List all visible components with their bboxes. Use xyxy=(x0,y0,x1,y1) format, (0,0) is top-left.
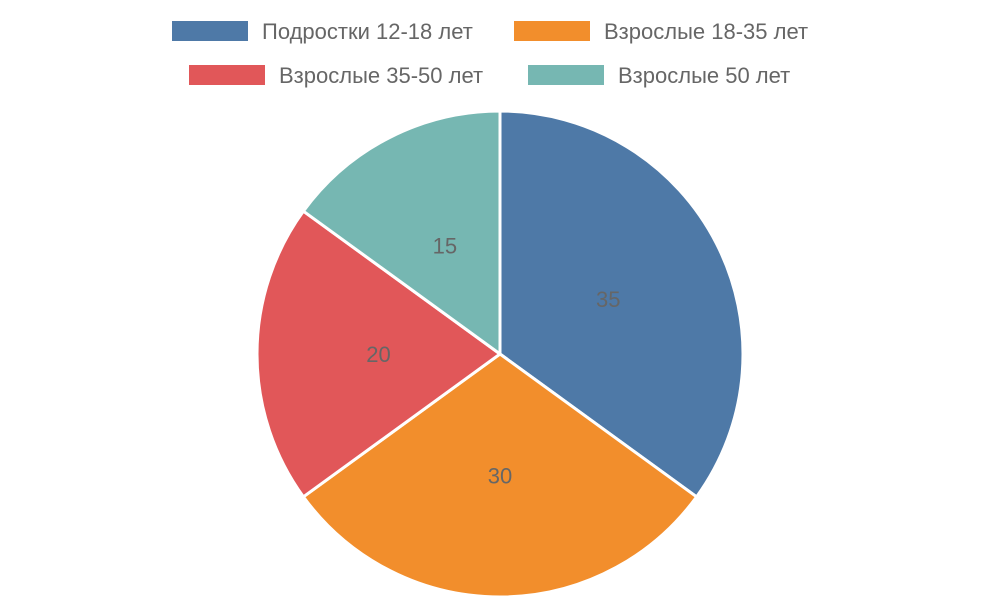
legend-swatch-4 xyxy=(528,65,604,85)
slice-value-label-1: 35 xyxy=(596,287,620,312)
pie-slices xyxy=(255,109,745,599)
slice-value-label-4: 15 xyxy=(433,234,457,259)
legend-swatch-2 xyxy=(514,21,590,41)
pie-slice-2 xyxy=(301,352,699,599)
legend-swatch-1 xyxy=(172,21,248,41)
slice-labels: 35 30 20 15 xyxy=(366,234,620,489)
legend-swatch-3 xyxy=(189,65,265,85)
pie-slice-4 xyxy=(301,109,502,356)
pie-slice-1 xyxy=(498,109,745,499)
legend: Подростки 12-18 лет Взрослые 18-35 лет Взр… xyxy=(172,19,808,88)
slice-value-label-3: 20 xyxy=(366,342,390,367)
slice-value-label-2: 30 xyxy=(488,464,512,489)
legend-label-3: Взрослые 35-50 лет xyxy=(279,63,483,88)
legend-label-4: Взрослые 50 лет xyxy=(618,63,790,88)
pie-slice-3 xyxy=(255,209,502,499)
legend-label-2: Взрослые 18-35 лет xyxy=(604,19,808,44)
legend-label-1: Подростки 12-18 лет xyxy=(262,19,473,44)
